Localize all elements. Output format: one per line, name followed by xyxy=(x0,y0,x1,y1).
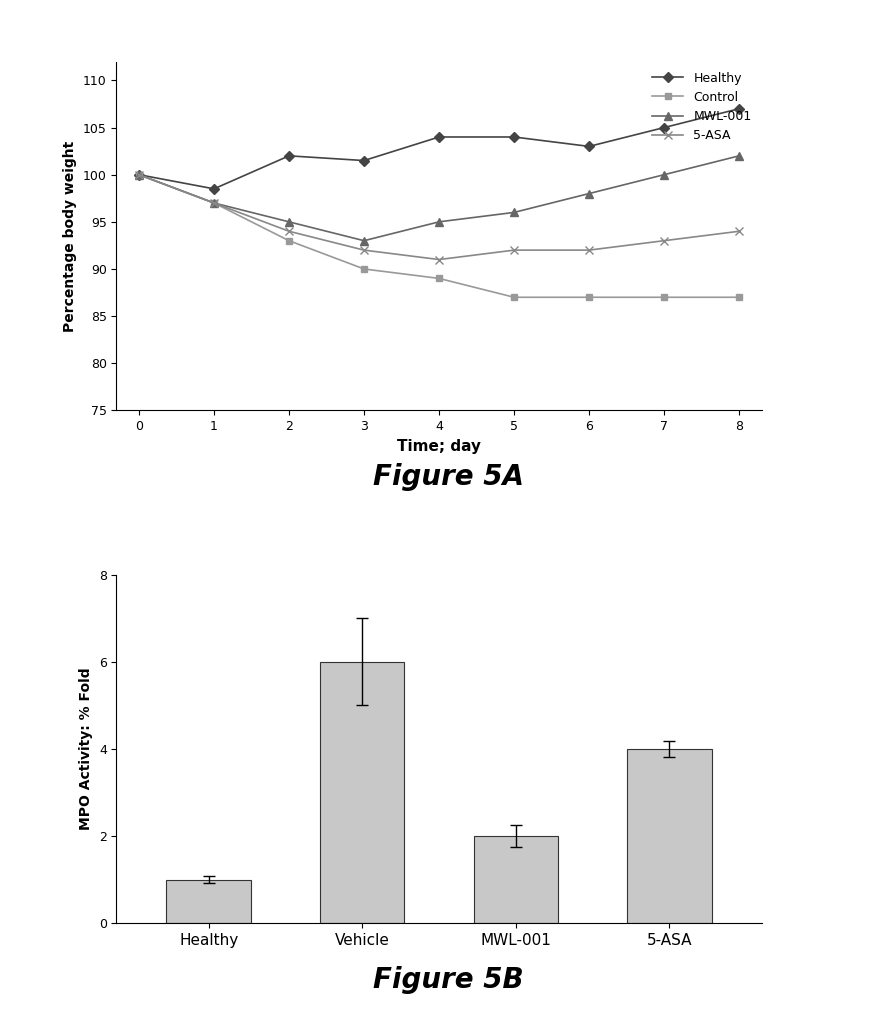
5-ASA xyxy=(509,244,520,256)
Healthy xyxy=(134,168,144,181)
5-ASA xyxy=(734,225,745,237)
Bar xyxy=(167,879,251,923)
Bar xyxy=(474,836,558,923)
MWL-001 xyxy=(583,188,594,200)
Line: MWL-001: MWL-001 xyxy=(134,152,744,245)
MWL-001 xyxy=(734,150,745,162)
MWL-001 xyxy=(434,215,444,228)
Healthy xyxy=(659,121,669,133)
Control xyxy=(659,291,669,304)
5-ASA xyxy=(583,244,594,256)
Text: Figure 5A: Figure 5A xyxy=(373,463,523,491)
Line: Healthy: Healthy xyxy=(135,106,743,192)
5-ASA xyxy=(284,225,295,237)
5-ASA xyxy=(659,235,669,247)
Line: 5-ASA: 5-ASA xyxy=(134,170,744,264)
Healthy xyxy=(209,183,220,195)
Control xyxy=(134,168,144,181)
Control xyxy=(734,291,745,304)
MWL-001 xyxy=(134,168,144,181)
Line: Control: Control xyxy=(135,171,743,301)
Text: Figure 5B: Figure 5B xyxy=(373,965,523,994)
Control xyxy=(583,291,594,304)
Healthy xyxy=(434,131,444,144)
Control xyxy=(358,263,369,275)
Control xyxy=(509,291,520,304)
Healthy xyxy=(583,141,594,153)
Healthy xyxy=(358,154,369,166)
X-axis label: Time; day: Time; day xyxy=(397,439,481,453)
Bar xyxy=(627,749,711,923)
Control xyxy=(209,197,220,209)
MWL-001 xyxy=(659,168,669,181)
MWL-001 xyxy=(509,206,520,219)
5-ASA xyxy=(358,244,369,256)
MWL-001 xyxy=(209,197,220,209)
Healthy xyxy=(509,131,520,144)
Control xyxy=(284,235,295,247)
5-ASA xyxy=(434,253,444,266)
MWL-001 xyxy=(358,235,369,247)
Healthy xyxy=(734,103,745,115)
Healthy xyxy=(284,150,295,162)
Y-axis label: MPO Activity: % Fold: MPO Activity: % Fold xyxy=(79,668,93,830)
MWL-001 xyxy=(284,215,295,228)
Y-axis label: Percentage body weight: Percentage body weight xyxy=(64,141,77,331)
Control xyxy=(434,272,444,284)
Legend: Healthy, Control, MWL-001, 5-ASA: Healthy, Control, MWL-001, 5-ASA xyxy=(649,68,755,146)
Bar xyxy=(320,662,404,923)
5-ASA xyxy=(209,197,220,209)
5-ASA xyxy=(134,168,144,181)
